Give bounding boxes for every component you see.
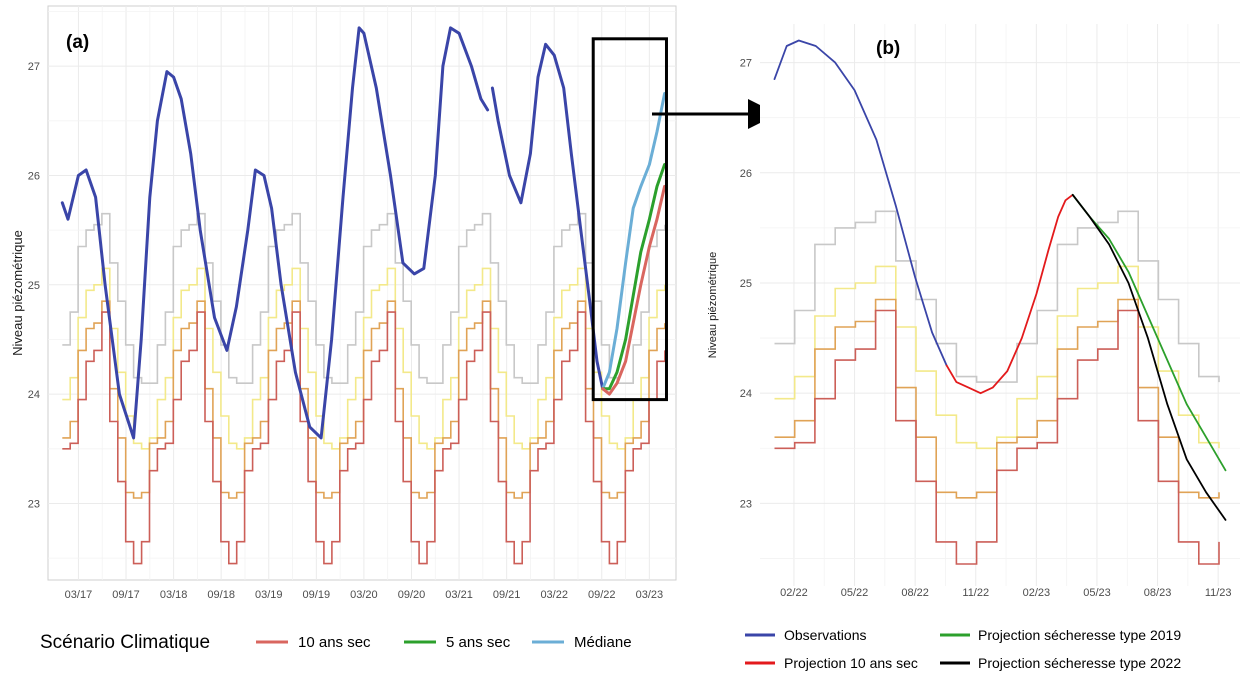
reference-band-yellow — [774, 265, 1220, 450]
panel-b-y-tick-labels: 23 24 25 26 27 — [740, 58, 752, 511]
panel-b: 23 24 25 26 27 02/22 05/22 08/22 11/22 02/23 05/2… — [707, 24, 1240, 599]
series-line-10-ans-sec — [601, 184, 667, 396]
panel-b-label: (b) — [876, 38, 900, 59]
panel-a-series — [60, 26, 667, 440]
series-line-observed — [60, 26, 490, 440]
panel-a-x-tick-labels: 03/17 09/17 03/18 09/18 03/19 09/19 03/20 09/20… — [65, 589, 663, 601]
panel-a-frame — [47, 5, 677, 581]
x-tick-label: 09/22 — [588, 589, 616, 601]
y-tick-label: 25 — [28, 280, 40, 292]
legend-a-title: Scénario Climatique — [40, 632, 210, 653]
x-tick-label: 08/23 — [1144, 587, 1172, 599]
reference-band-yellow — [62, 267, 666, 450]
legend-a-label-mediane: Médiane — [574, 634, 632, 651]
x-tick-label: 03/23 — [636, 589, 664, 601]
panel-b-x-tick-labels: 02/22 05/22 08/22 11/22 02/23 05/23 08/23 11/23 — [780, 587, 1231, 599]
panel-b-reference-bands — [774, 210, 1220, 565]
x-tick-label: 08/22 — [901, 587, 929, 599]
legend-b-label-observations: Observations — [784, 627, 866, 643]
x-tick-label: 03/19 — [255, 589, 283, 601]
y-tick-label: 26 — [28, 170, 40, 182]
y-tick-label: 25 — [740, 278, 752, 290]
legend-a-label-5-ans-sec: 5 ans sec — [446, 634, 511, 651]
panel-b-frame — [760, 24, 1240, 586]
reference-band-orange — [774, 298, 1220, 499]
x-tick-label: 09/20 — [398, 589, 426, 601]
x-tick-label: 02/23 — [1023, 587, 1051, 599]
series-line-projection-10-ans-sec — [945, 193, 1074, 395]
reference-band-red — [62, 311, 666, 565]
panel-a: 23 24 25 26 27 03/17 09/17 03/18 09/18 03/19 09/1… — [10, 5, 677, 601]
series-line-observations — [773, 39, 948, 367]
panel-a-legend: Scénario Climatique 10 ans sec 5 ans sec… — [40, 632, 632, 653]
series-line-observed — [490, 42, 605, 391]
panel-b-series — [773, 39, 1227, 521]
panel-a-reference-bands — [62, 212, 666, 565]
y-tick-label: 24 — [740, 388, 752, 400]
y-tick-label: 26 — [740, 168, 752, 180]
y-tick-label: 23 — [28, 498, 40, 510]
y-tick-label: 23 — [740, 498, 752, 510]
legend-a-label-10-ans-sec: 10 ans sec — [298, 634, 371, 651]
x-tick-label: 03/21 — [445, 589, 473, 601]
reference-band-orange — [62, 300, 666, 499]
series-line-projection-s-cheresse-type-2022 — [1071, 193, 1227, 521]
series-line-m-diane — [601, 92, 667, 391]
panel-b-y-axis-label: Niveau piézométrique — [707, 252, 719, 358]
y-tick-label: 27 — [28, 61, 40, 73]
x-tick-label: 03/20 — [350, 589, 378, 601]
x-tick-label: 02/22 — [780, 587, 808, 599]
x-tick-label: 09/18 — [207, 589, 235, 601]
panel-a-label: (a) — [66, 32, 89, 53]
x-tick-label: 03/17 — [65, 589, 93, 601]
x-tick-label: 03/18 — [160, 589, 188, 601]
y-tick-label: 27 — [740, 58, 752, 70]
series-line-5-ans-sec — [601, 163, 667, 391]
x-tick-label: 11/23 — [1205, 587, 1232, 599]
x-tick-label: 05/22 — [841, 587, 869, 599]
legend-b-label-type-2022: Projection sécheresse type 2022 — [978, 655, 1181, 671]
reference-band-red — [774, 309, 1220, 565]
panel-a-y-tick-labels: 23 24 25 26 27 — [28, 61, 40, 510]
x-tick-label: 09/19 — [303, 589, 331, 601]
legend-b-label-type-2019: Projection sécheresse type 2019 — [978, 627, 1181, 643]
x-tick-label: 03/22 — [540, 589, 568, 601]
panel-b-grid — [760, 24, 1240, 586]
x-tick-label: 05/23 — [1083, 587, 1111, 599]
x-tick-label: 09/17 — [112, 589, 140, 601]
y-tick-label: 24 — [28, 389, 40, 401]
reference-band-grey — [774, 210, 1220, 383]
legend-b-label-projection-10-ans-sec: Projection 10 ans sec — [784, 655, 918, 671]
panel-a-y-axis-label: Niveau piézométrique — [10, 230, 25, 356]
reference-band-grey — [62, 212, 666, 384]
series-line-projection-s-cheresse-type-2019 — [1071, 193, 1227, 472]
panel-b-legend: Observations Projection 10 ans sec Proje… — [745, 627, 1181, 671]
panel-a-zoom-box — [591, 37, 668, 402]
x-tick-label: 11/22 — [962, 587, 989, 599]
x-tick-label: 09/21 — [493, 589, 521, 601]
